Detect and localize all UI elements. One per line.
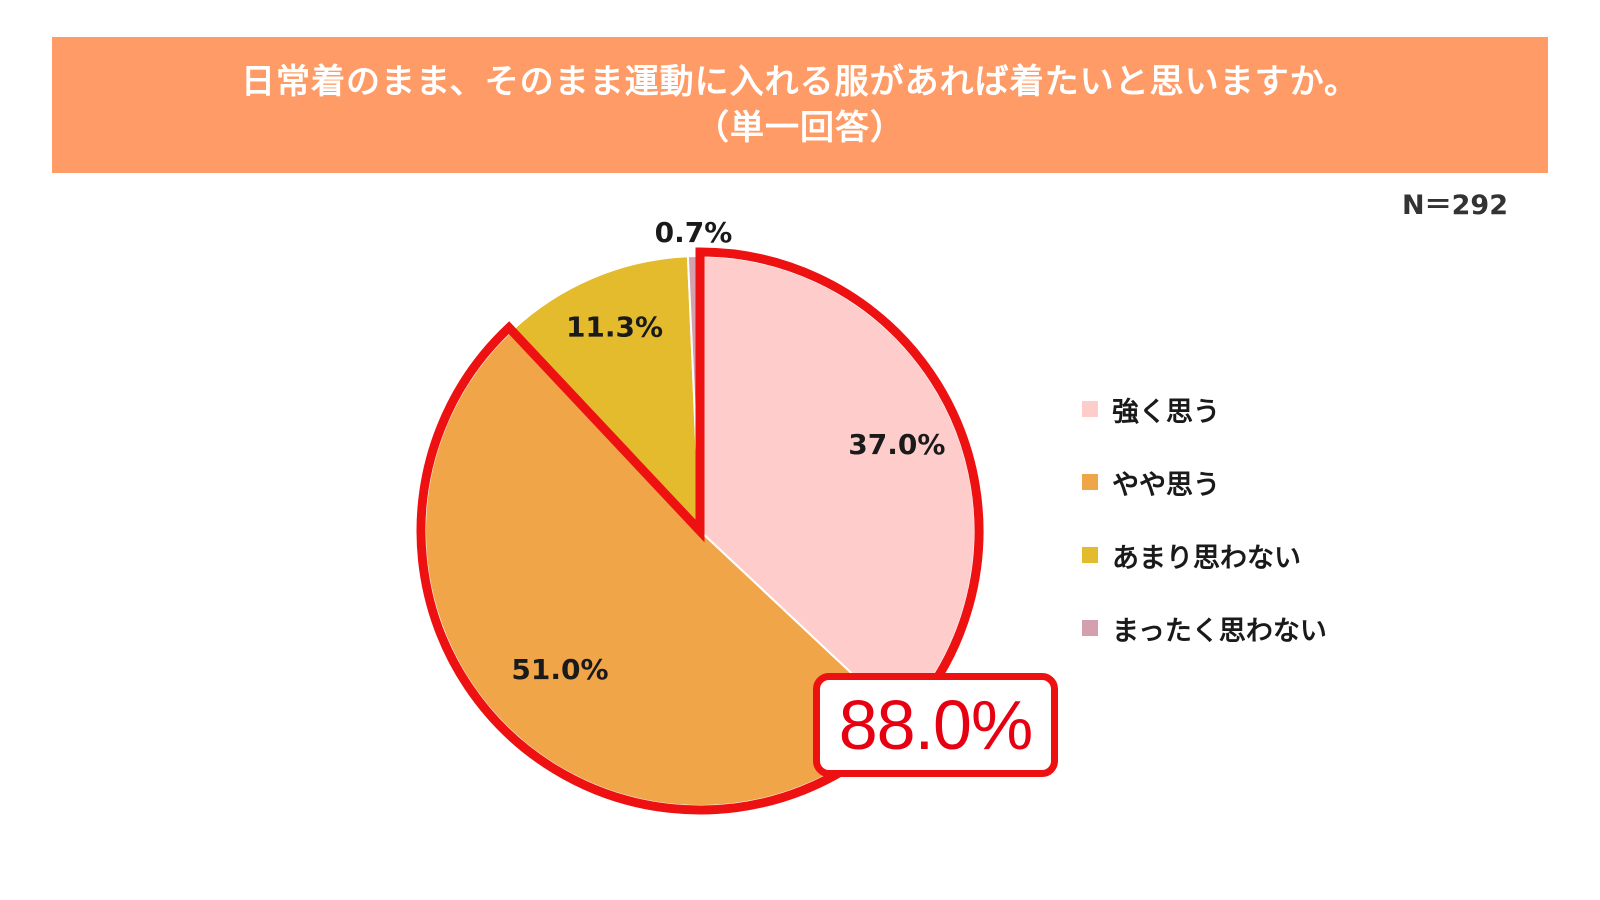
slice-value-label: 0.7%: [655, 216, 733, 249]
legend-label: やや思う: [1112, 469, 1220, 501]
slice-value-label: 51.0%: [511, 653, 608, 686]
chart-title: 日常着のまま、そのまま運動に入れる服があれば着たいと思いますか。: [241, 62, 1359, 102]
title-banner: 日常着のまま、そのまま運動に入れる服があれば着たいと思いますか。 （単一回答）: [52, 37, 1548, 173]
legend-label: あまり思わない: [1112, 542, 1301, 574]
slice-value-label: 37.0%: [848, 428, 945, 461]
highlight-callout: 88.0%: [813, 673, 1058, 777]
legend-item: まったく思わない: [1082, 610, 1522, 647]
pie-slices: [424, 254, 976, 807]
legend-item: 強く思う: [1082, 391, 1522, 428]
legend-item: あまり思わない: [1082, 537, 1522, 574]
slice-value-label: 11.3%: [566, 310, 663, 343]
chart-subtitle: （単一回答）: [695, 108, 905, 148]
legend-swatch: [1082, 401, 1098, 417]
highlight-outline: [416, 247, 984, 815]
pie-slice-3: [510, 255, 702, 534]
pie-labels: 37.0% 51.0% 11.3% 0.7%: [511, 216, 945, 686]
legend-swatch: [1082, 474, 1098, 490]
sample-size-label: N＝292: [1402, 190, 1508, 221]
legend-swatch: [1082, 547, 1098, 563]
chart-legend: 強く思うやや思うあまり思わない まったく思わない: [1082, 391, 1522, 683]
legend-label: まったく思わない: [1112, 615, 1327, 647]
legend-item: やや思う: [1082, 464, 1522, 501]
legend-label: 強く思う: [1112, 396, 1220, 428]
legend-swatch: [1082, 620, 1098, 636]
highlight-value: 88.0%: [838, 686, 1033, 764]
